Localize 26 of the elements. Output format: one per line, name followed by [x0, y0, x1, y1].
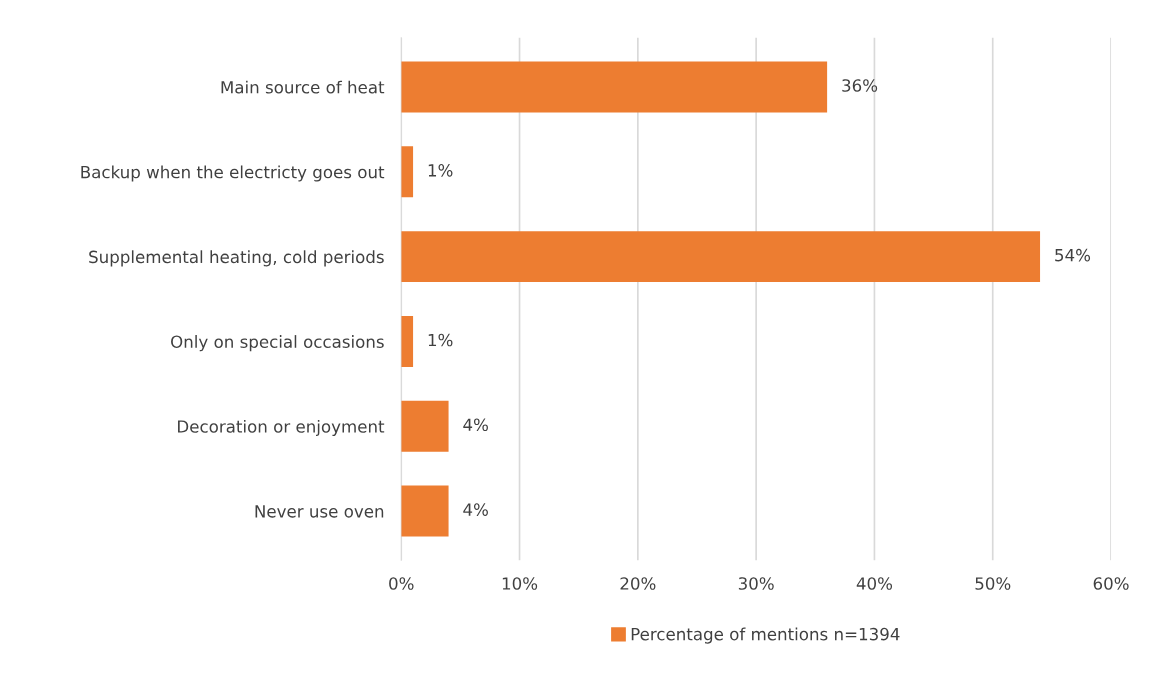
x-tick-label: 40% — [856, 577, 893, 590]
x-tick-label: 30% — [738, 577, 774, 590]
bar — [401, 146, 414, 198]
y-tick-label: Only on special occasions — [171, 335, 384, 352]
bar — [401, 231, 1041, 283]
x-tick-label: 20% — [620, 577, 656, 590]
x-tick-label: 60% — [1093, 577, 1129, 590]
x-tick-label: 0% — [389, 577, 414, 590]
data-label: 54% — [1055, 248, 1091, 262]
y-tick-label: Main source of heat — [221, 80, 385, 94]
bar — [401, 400, 449, 452]
bar — [401, 315, 414, 367]
y-tick-label: Supplemental heating, cold periods — [89, 250, 384, 267]
data-label: 4% — [463, 503, 488, 516]
y-tick-label: Backup when the electricty goes out — [81, 165, 385, 182]
x-tick-label: 50% — [975, 577, 1011, 590]
data-label: 1% — [428, 164, 453, 177]
legend-label: Percentage of mentions n=1394 — [631, 627, 900, 644]
y-tick-label: Decoration or enjoyment — [178, 419, 385, 437]
data-label: 36% — [842, 79, 878, 92]
bar — [401, 485, 449, 537]
data-label: 4% — [463, 418, 488, 432]
data-label: 1% — [428, 333, 453, 347]
x-tick-label: 10% — [502, 577, 538, 590]
y-tick-label: Never use oven — [255, 505, 384, 518]
bar — [401, 61, 828, 113]
